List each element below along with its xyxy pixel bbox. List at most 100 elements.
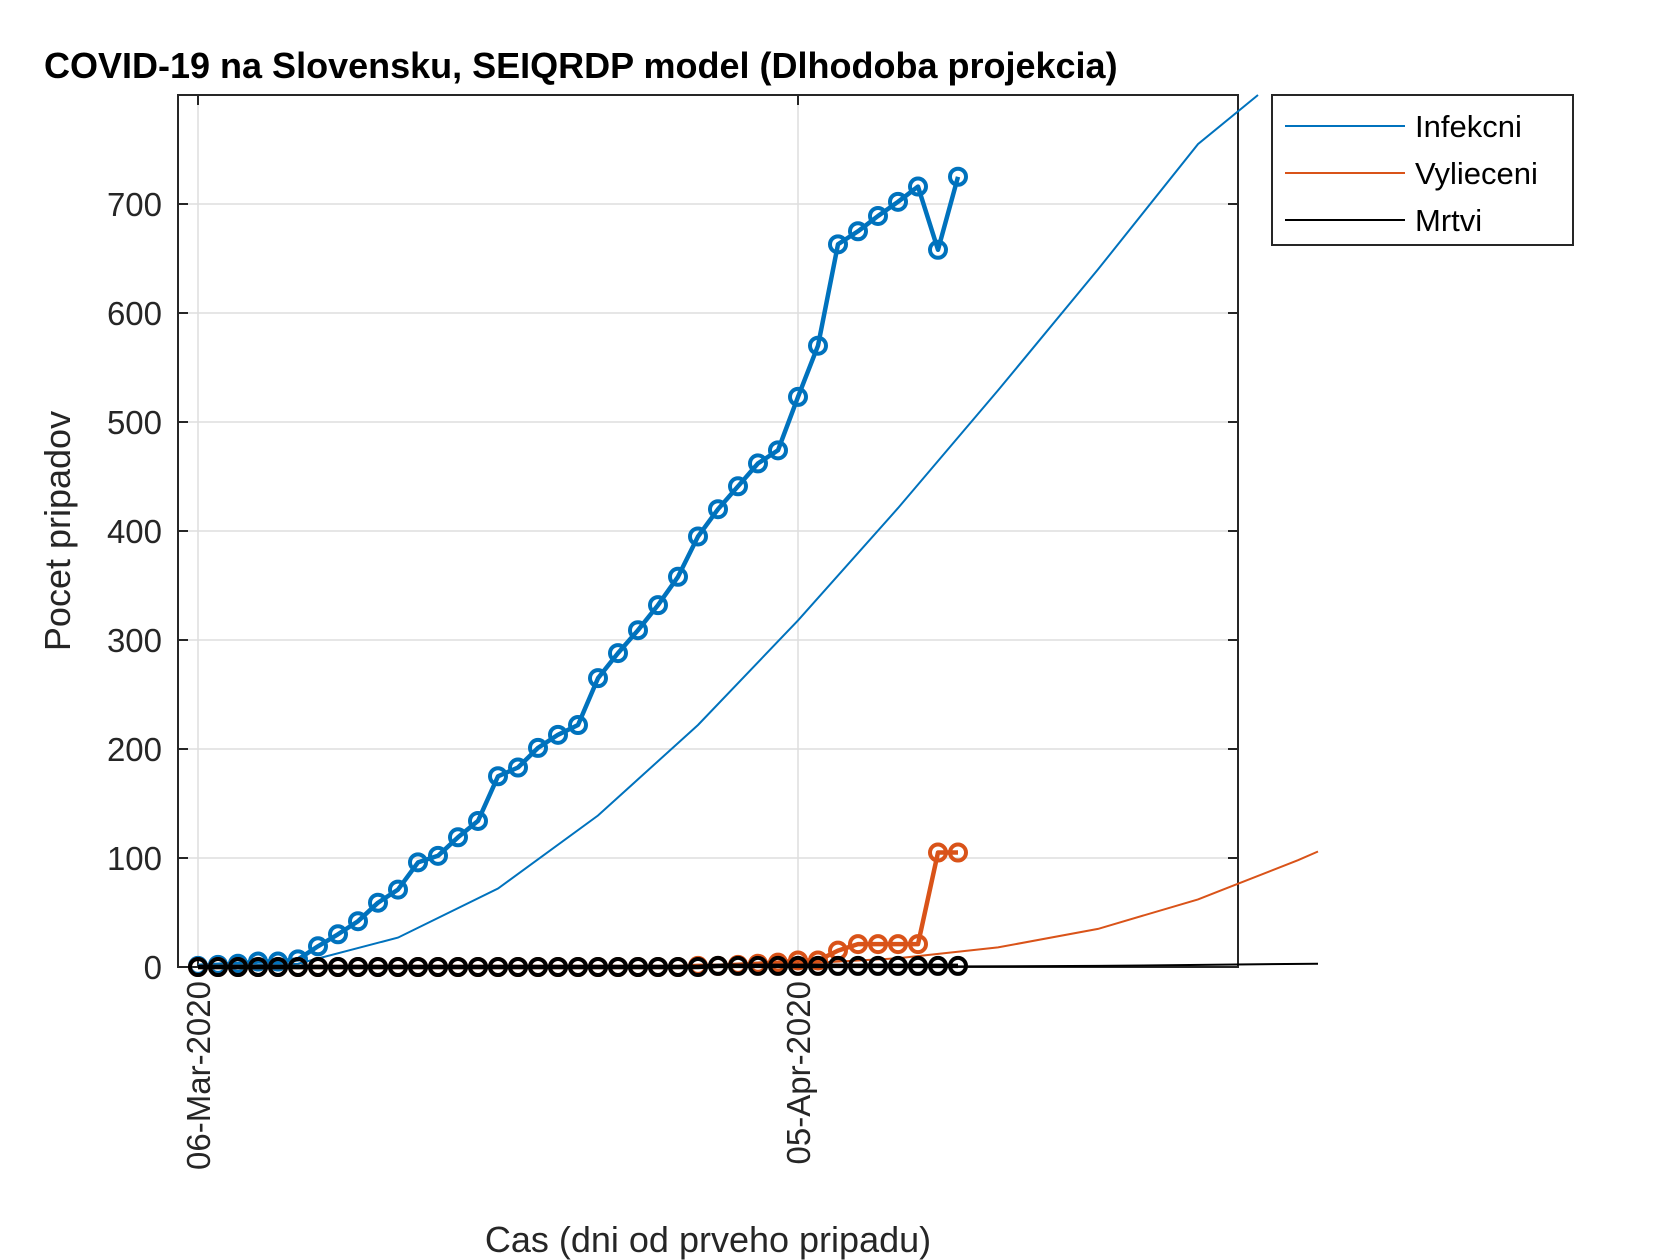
data-point-mrtvi bbox=[328, 957, 348, 977]
data-point-infekcni bbox=[568, 715, 588, 736]
data-point-mrtvi bbox=[748, 955, 768, 976]
data-point-infekcni bbox=[468, 810, 488, 831]
data-point-mrtvi bbox=[948, 955, 968, 976]
data-point-vylieceni bbox=[848, 934, 868, 955]
data-point-infekcni bbox=[848, 221, 868, 242]
y-tick-label: 600 bbox=[107, 295, 162, 332]
data-point-mrtvi bbox=[548, 957, 568, 977]
data-point-mrtvi bbox=[388, 957, 408, 977]
y-tick-label: 300 bbox=[107, 622, 162, 659]
data-point-mrtvi bbox=[188, 957, 208, 977]
axis-ticks: 0 100 200 300 400 500 600 700 06-Mar-2020 05-Apr-… bbox=[107, 95, 1238, 1170]
data-point-infekcni bbox=[368, 892, 388, 913]
data-point-mrtvi bbox=[268, 957, 288, 977]
data-point-mrtvi bbox=[708, 955, 728, 976]
data-point-infekcni bbox=[588, 668, 608, 689]
data-point-mrtvi bbox=[508, 957, 528, 977]
data-point-mrtvi bbox=[768, 955, 788, 976]
data-point-vylieceni bbox=[908, 934, 928, 955]
data-point-infekcni bbox=[508, 757, 528, 778]
data-point-mrtvi bbox=[868, 955, 888, 976]
y-tick-label: 100 bbox=[107, 840, 162, 877]
data-point-infekcni bbox=[708, 499, 728, 520]
data-point-mrtvi bbox=[888, 955, 908, 976]
legend-label-mrtvi: Mrtvi bbox=[1415, 203, 1482, 238]
y-tick-label: 400 bbox=[107, 513, 162, 550]
data-point-infekcni bbox=[808, 335, 828, 356]
data-point-vylieceni bbox=[868, 934, 888, 955]
data-point-mrtvi bbox=[408, 957, 428, 977]
data-point-mrtvi bbox=[668, 957, 688, 977]
data-point-mrtvi bbox=[728, 955, 748, 976]
x-tick-label: 06-Mar-2020 bbox=[180, 981, 217, 1170]
data-point-mrtvi bbox=[928, 955, 948, 976]
y-tick-label: 200 bbox=[107, 731, 162, 768]
data-point-infekcni bbox=[788, 386, 808, 407]
data-point-vylieceni bbox=[948, 842, 968, 863]
data-point-infekcni bbox=[648, 595, 668, 616]
data-point-vylieceni bbox=[928, 842, 948, 863]
data-point-infekcni bbox=[828, 234, 848, 255]
data-point-mrtvi bbox=[228, 957, 248, 977]
data-point-infekcni bbox=[348, 911, 368, 932]
data-point-mrtvi bbox=[848, 955, 868, 976]
data-point-mrtvi bbox=[628, 957, 648, 977]
data-point-mrtvi bbox=[568, 957, 588, 977]
data-point-infekcni bbox=[928, 239, 948, 260]
data-point-infekcni bbox=[908, 176, 928, 197]
data-point-mrtvi bbox=[808, 955, 828, 976]
legend: Infekcni Vylieceni Mrtvi bbox=[1271, 94, 1574, 246]
data-point-mrtvi bbox=[308, 957, 328, 977]
data-point-infekcni bbox=[548, 724, 568, 745]
data-point-mrtvi bbox=[608, 957, 628, 977]
data-point-mrtvi bbox=[448, 957, 468, 977]
data-point-infekcni bbox=[688, 526, 708, 547]
data-point-infekcni bbox=[728, 476, 748, 497]
legend-label-vylieceni: Vylieceni bbox=[1415, 156, 1538, 191]
data-point-mrtvi bbox=[788, 955, 808, 976]
data-point-mrtvi bbox=[488, 957, 508, 977]
x-axis-label: Cas (dni od prveho pripadu) bbox=[485, 1219, 931, 1260]
data-point-infekcni bbox=[408, 852, 428, 873]
data-point-infekcni bbox=[388, 879, 408, 900]
data-point-infekcni bbox=[488, 766, 508, 787]
data-point-infekcni bbox=[948, 166, 968, 187]
data-point-infekcni bbox=[308, 936, 328, 957]
chart-title: COVID-19 na Slovensku, SEIQRDP model (Dl… bbox=[44, 45, 1118, 86]
data-point-mrtvi bbox=[588, 957, 608, 977]
data-point-mrtvi bbox=[528, 957, 548, 977]
data-point-infekcni bbox=[628, 620, 648, 641]
y-tick-label: 500 bbox=[107, 404, 162, 441]
data-point-mrtvi bbox=[368, 957, 388, 977]
observed-line-infekcni bbox=[197, 176, 961, 969]
data-point-mrtvi bbox=[468, 957, 488, 977]
y-tick-label: 700 bbox=[107, 186, 162, 223]
data-point-infekcni bbox=[608, 643, 628, 664]
data-point-mrtvi bbox=[688, 957, 708, 977]
data-point-mrtvi bbox=[908, 955, 928, 976]
data-point-mrtvi bbox=[828, 955, 848, 976]
data-point-infekcni bbox=[328, 924, 348, 945]
data-point-mrtvi bbox=[288, 957, 308, 977]
data-point-mrtvi bbox=[348, 957, 368, 977]
series-layer bbox=[188, 94, 1319, 977]
x-tick-label: 05-Apr-2020 bbox=[780, 981, 817, 1164]
data-point-infekcni bbox=[528, 737, 548, 758]
data-point-mrtvi bbox=[208, 957, 228, 977]
data-point-infekcni bbox=[768, 440, 788, 461]
data-point-infekcni bbox=[428, 845, 448, 866]
data-point-infekcni bbox=[748, 453, 768, 474]
data-point-infekcni bbox=[868, 205, 888, 226]
data-point-infekcni bbox=[888, 191, 908, 212]
data-point-infekcni bbox=[668, 566, 688, 587]
data-point-infekcni bbox=[448, 827, 468, 848]
data-point-mrtvi bbox=[648, 957, 668, 977]
y-tick-label: 0 bbox=[144, 949, 162, 986]
y-axis-label: Pocet pripadov bbox=[37, 411, 78, 651]
data-point-mrtvi bbox=[248, 957, 268, 977]
grid bbox=[178, 95, 1238, 968]
data-point-vylieceni bbox=[888, 934, 908, 955]
data-point-mrtvi bbox=[428, 957, 448, 977]
model-line-infekcni bbox=[197, 94, 1259, 968]
